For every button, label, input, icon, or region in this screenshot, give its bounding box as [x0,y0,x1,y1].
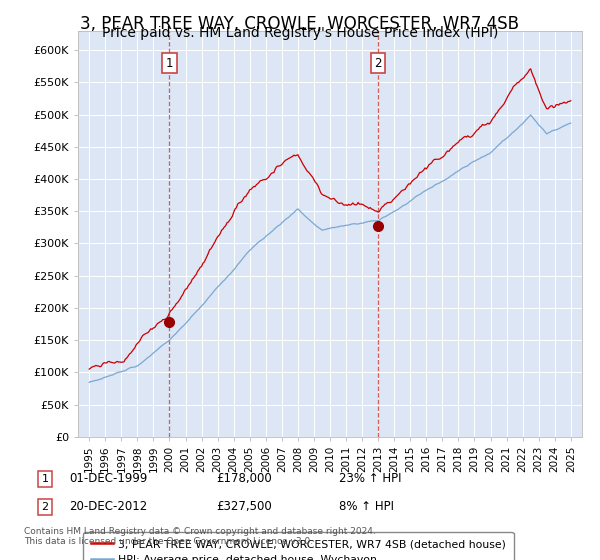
Text: Contains HM Land Registry data © Crown copyright and database right 2024.
This d: Contains HM Land Registry data © Crown c… [24,526,376,546]
Text: 01-DEC-1999: 01-DEC-1999 [69,472,148,486]
Text: 3, PEAR TREE WAY, CROWLE, WORCESTER, WR7 4SB: 3, PEAR TREE WAY, CROWLE, WORCESTER, WR7… [80,15,520,32]
Text: Price paid vs. HM Land Registry's House Price Index (HPI): Price paid vs. HM Land Registry's House … [102,26,498,40]
Text: 8% ↑ HPI: 8% ↑ HPI [339,500,394,514]
Text: 23% ↑ HPI: 23% ↑ HPI [339,472,401,486]
Text: £327,500: £327,500 [216,500,272,514]
Legend: 3, PEAR TREE WAY, CROWLE, WORCESTER, WR7 4SB (detached house), HPI: Average pric: 3, PEAR TREE WAY, CROWLE, WORCESTER, WR7… [83,531,514,560]
Text: 20-DEC-2012: 20-DEC-2012 [69,500,147,514]
Text: 1: 1 [41,474,49,484]
Text: £178,000: £178,000 [216,472,272,486]
Text: 2: 2 [374,57,382,69]
Text: 1: 1 [166,57,173,69]
Text: 2: 2 [41,502,49,512]
